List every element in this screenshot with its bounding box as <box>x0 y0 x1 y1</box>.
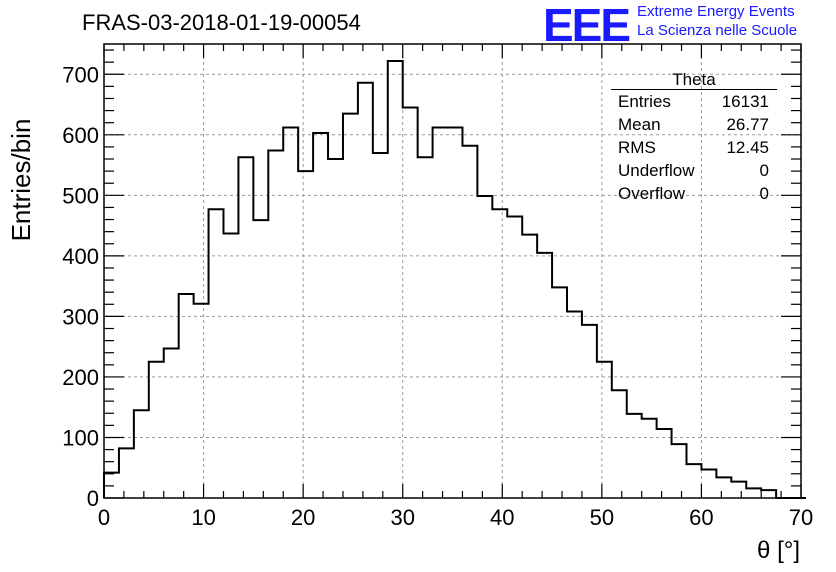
x-tick-label: 30 <box>390 505 414 530</box>
x-tick-label: 70 <box>789 505 813 530</box>
stats-row: Mean 26.77 <box>611 113 777 136</box>
stats-value: 0 <box>759 184 769 203</box>
y-tick-label: 600 <box>62 123 99 148</box>
stats-label: Overflow <box>618 184 686 203</box>
y-tick-label: 100 <box>62 425 99 450</box>
stats-row: Entries 16131 <box>611 90 777 113</box>
y-tick-labels: 0 100 200 300 400 500 600 700 <box>62 62 99 511</box>
stats-label: Underflow <box>618 161 695 180</box>
stats-label: Mean <box>618 115 661 134</box>
x-tick-label: 20 <box>291 505 315 530</box>
stats-row: RMS 12.45 <box>611 136 777 159</box>
y-tick-label: 700 <box>62 62 99 87</box>
stats-row: Underflow 0 <box>611 159 777 182</box>
x-tick-label: 40 <box>490 505 514 530</box>
stats-rows: Entries 16131 Mean 26.77 RMS 12.45 Underflow 0 O… <box>611 90 777 205</box>
stats-value: 0 <box>759 161 769 180</box>
stats-label: RMS <box>618 138 656 157</box>
x-axis-label: θ [°] <box>757 537 800 564</box>
stats-box: Theta Entries 16131 Mean 26.77 RMS 12.45 Under… <box>611 70 777 205</box>
stats-label: Entries <box>618 92 671 111</box>
plot-frame <box>103 43 802 499</box>
run-title: FRAS-03-2018-01-19-00054 <box>82 10 361 35</box>
stats-value: 16131 <box>721 92 769 111</box>
x-tick-labels: 0 10 20 30 40 50 60 70 <box>98 505 813 530</box>
y-tick-label: 0 <box>87 486 99 511</box>
y-tick-label: 500 <box>62 183 99 208</box>
logo-line-1: Extreme Energy Events <box>637 3 795 20</box>
x-tick-label: 60 <box>689 505 713 530</box>
stats-value: 26.77 <box>726 115 769 134</box>
stats-row: Overflow 0 <box>611 182 777 205</box>
x-tick-label: 50 <box>590 505 614 530</box>
y-tick-label: 400 <box>62 244 99 269</box>
x-tick-label: 10 <box>191 505 215 530</box>
y-tick-label: 300 <box>62 304 99 329</box>
y-tick-label: 200 <box>62 365 99 390</box>
y-axis-label: Entries/bin <box>6 119 36 242</box>
stats-value: 12.45 <box>726 138 769 157</box>
grid-lines <box>104 44 801 498</box>
histogram-line <box>103 59 806 499</box>
x-tick-label: 0 <box>98 505 110 530</box>
axis-ticks <box>103 44 802 499</box>
logo-line-2: La Scienza nelle Scuole <box>637 22 798 39</box>
stats-title: Theta <box>611 70 777 90</box>
eee-logo: EEE <box>543 0 631 51</box>
